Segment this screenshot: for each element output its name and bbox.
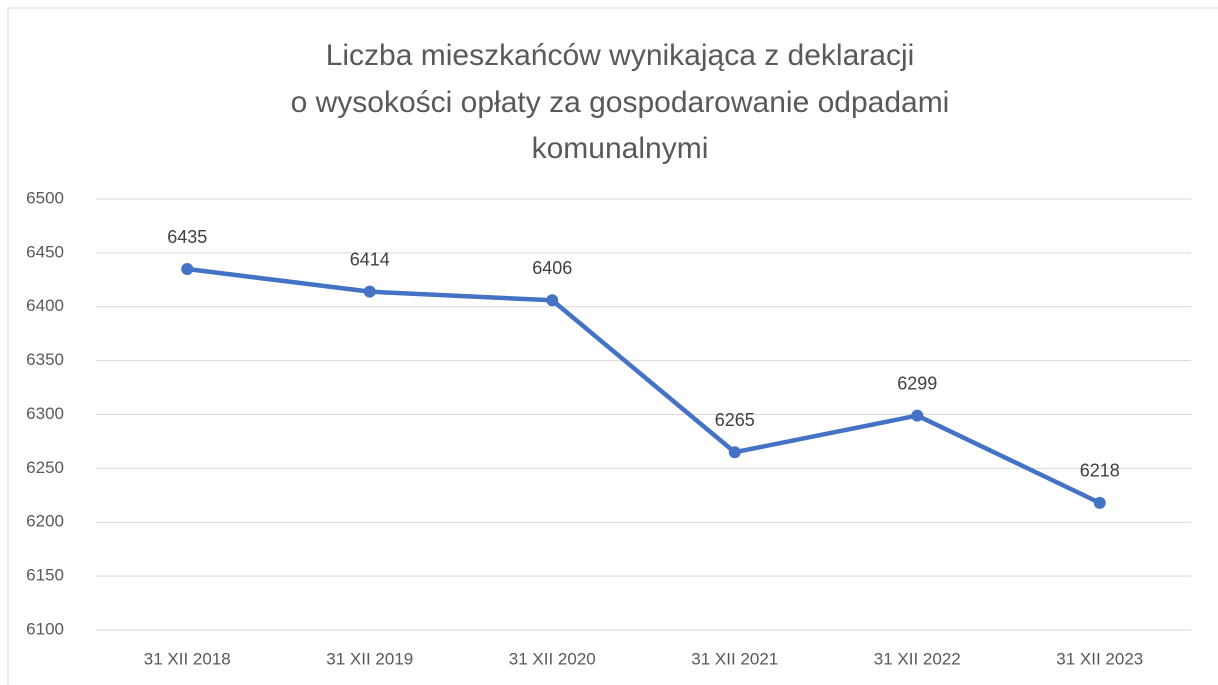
point	[546, 294, 559, 307]
chart-title: Liczba mieszkańców wynikająca z deklarac…	[326, 39, 915, 72]
chart-title: komunalnymi	[532, 132, 709, 165]
y-tick-label: 6400	[26, 296, 64, 315]
x-tick-label: 31 XII 2022	[874, 649, 961, 668]
point	[911, 409, 924, 422]
y-tick-label: 6300	[26, 404, 64, 423]
y-tick-label: 6350	[26, 350, 64, 369]
y-tick-label: 6500	[26, 188, 64, 207]
data-label: 6218	[1080, 461, 1120, 481]
point	[181, 263, 194, 276]
point	[363, 285, 376, 298]
data-label: 6435	[167, 227, 207, 247]
y-tick-label: 6150	[26, 566, 64, 585]
line	[185, 266, 1102, 506]
y-tick-label: 6250	[26, 458, 64, 477]
x-tick-label: 31 XII 2020	[509, 649, 596, 668]
x-tick-label: 31 XII 2021	[691, 649, 778, 668]
chart-title: o wysokości opłaty za gospodarowanie odp…	[291, 86, 950, 119]
data-label: 6265	[715, 410, 755, 430]
point	[1093, 496, 1106, 509]
chart-frame	[7, 7, 1218, 685]
x-tick-label: 31 XII 2018	[144, 649, 231, 668]
data-label: 6406	[532, 258, 572, 278]
data-label: 6299	[897, 373, 937, 393]
y-tick-label: 6100	[26, 619, 64, 638]
x-tick-label: 31 XII 2019	[326, 649, 413, 668]
y-tick-label: 6450	[26, 242, 64, 261]
x-tick-label: 31 XII 2023	[1056, 649, 1143, 668]
data-label: 6414	[350, 249, 390, 269]
point	[728, 446, 741, 459]
y-tick-label: 6200	[26, 512, 64, 531]
